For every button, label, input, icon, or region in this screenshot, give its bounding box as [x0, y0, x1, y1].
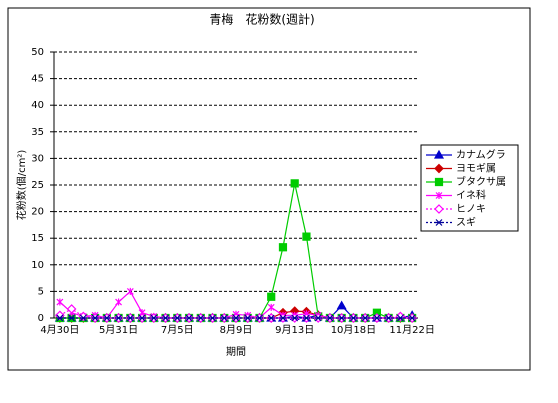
marker: [302, 314, 310, 322]
marker: [434, 163, 444, 174]
chart-title: 青梅 花粉数(週計): [209, 12, 314, 27]
marker: [267, 292, 276, 301]
chart-border: [7, 7, 531, 371]
x-axis-label: 期間: [226, 346, 246, 358]
marker: [115, 314, 123, 322]
marker: [55, 310, 65, 321]
marker: [66, 304, 77, 314]
marker: [290, 179, 299, 188]
marker: [338, 314, 346, 322]
x-tick-label: 9月13日: [275, 324, 314, 336]
marker: [197, 314, 205, 322]
marker: [173, 314, 181, 322]
marker: [433, 149, 445, 159]
marker: [336, 300, 347, 310]
marker: [220, 314, 228, 322]
marker: [434, 204, 444, 214]
y-tick-label: 50: [31, 47, 44, 58]
marker: [434, 177, 444, 187]
marker: [103, 314, 111, 322]
series-line: [59, 183, 413, 319]
marker: [185, 314, 193, 322]
marker: [138, 314, 146, 322]
marker: [162, 314, 170, 322]
marker: [278, 243, 288, 252]
marker: [126, 314, 134, 322]
marker: [126, 287, 134, 295]
legend-label: イネ科: [456, 189, 486, 202]
marker: [396, 314, 404, 322]
marker: [79, 314, 87, 322]
y-tick-label: 30: [31, 153, 44, 164]
y-tick-label: 15: [31, 233, 44, 244]
marker: [232, 314, 240, 322]
y-tick-label: 20: [31, 207, 44, 218]
legend-label: ヨモギ属: [456, 163, 496, 175]
y-tick-label: 45: [31, 74, 44, 85]
x-tick-label: 10月18日: [331, 324, 376, 336]
marker: [267, 303, 275, 311]
marker: [279, 314, 287, 322]
legend-label: カナムグラ: [456, 148, 506, 161]
y-tick-label: 0: [38, 313, 44, 324]
x-tick-label: 7月5日: [161, 324, 194, 336]
marker: [150, 314, 158, 322]
y-tick-label: 5: [38, 286, 44, 297]
marker: [326, 314, 334, 322]
marker: [91, 314, 99, 322]
marker: [267, 314, 275, 322]
marker: [255, 314, 263, 322]
y-axis-label: 花粉数(個/cm²): [15, 150, 28, 221]
marker: [115, 298, 123, 306]
marker: [349, 314, 357, 322]
marker: [56, 314, 64, 322]
marker: [435, 192, 443, 199]
legend-label: スギ: [456, 217, 476, 229]
marker: [372, 308, 382, 317]
marker: [314, 314, 322, 322]
marker: [68, 314, 76, 322]
marker: [56, 298, 64, 306]
marker: [373, 314, 381, 322]
y-tick-label: 40: [31, 100, 44, 111]
y-tick-label: 35: [31, 127, 44, 138]
marker: [209, 314, 217, 322]
marker: [385, 314, 393, 322]
marker: [291, 314, 299, 322]
x-tick-label: 4月30日: [40, 324, 79, 336]
legend-box: [420, 144, 519, 232]
marker: [244, 314, 252, 322]
x-tick-label: 8月9日: [220, 324, 253, 336]
marker: [408, 314, 416, 322]
marker: [361, 314, 369, 322]
legend-label: ブタクサ属: [456, 175, 506, 188]
marker: [435, 219, 443, 226]
y-tick-label: 25: [31, 180, 44, 191]
x-tick-label: 11月22日: [389, 324, 434, 336]
legend-label: ヒノキ: [456, 203, 486, 215]
marker: [302, 232, 311, 241]
x-tick-label: 5月31日: [99, 324, 138, 336]
y-tick-label: 10: [31, 260, 44, 271]
